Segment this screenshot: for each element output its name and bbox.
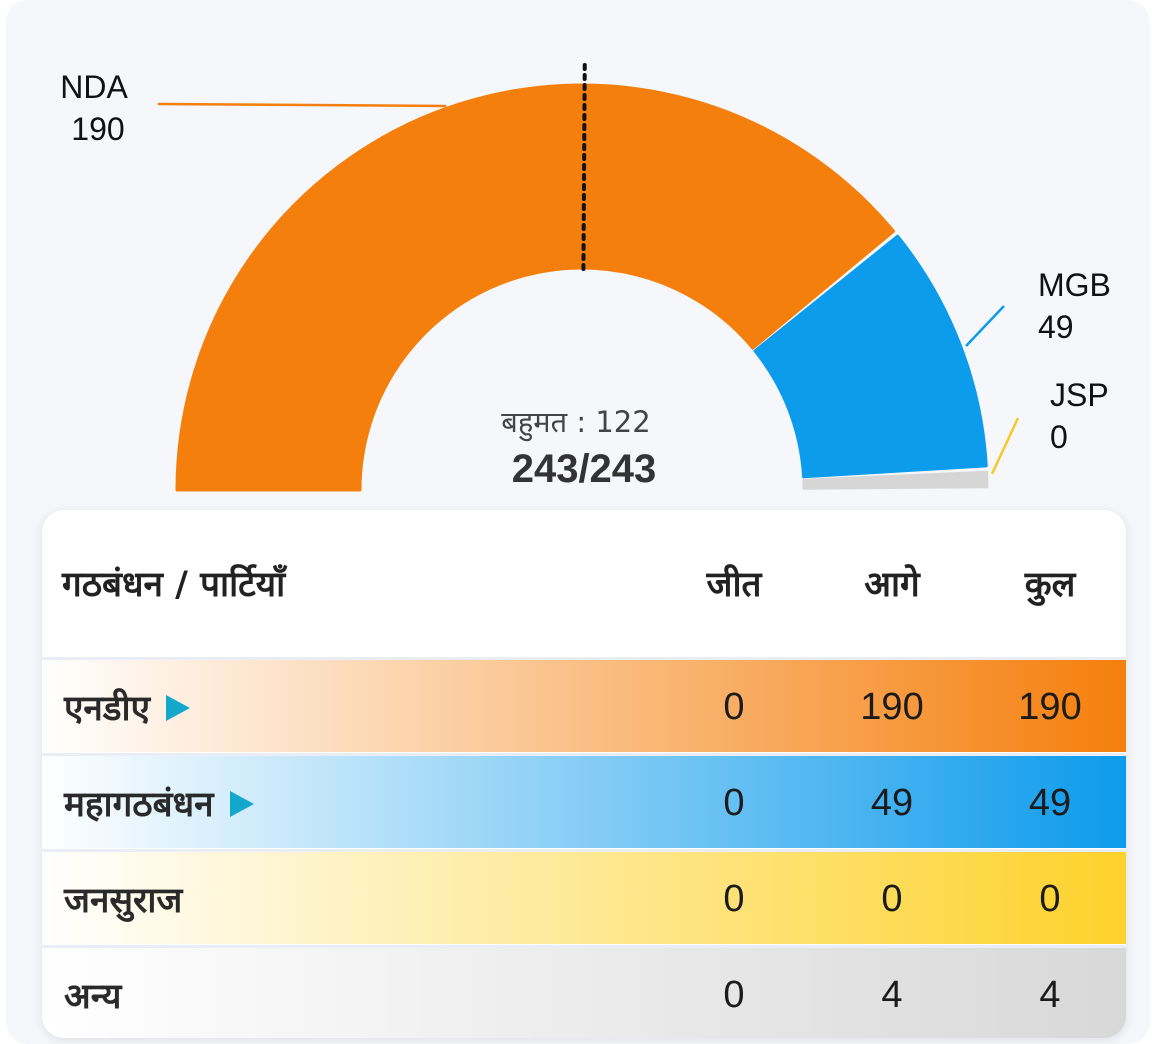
cell-won: 0 xyxy=(723,878,745,920)
cell-won: 0 xyxy=(723,782,745,824)
slice-अन्य xyxy=(802,470,989,490)
cell-total: 49 xyxy=(1028,782,1072,824)
header-won: जीत xyxy=(706,565,762,605)
label-name-jsp: JSP xyxy=(1050,377,1109,413)
label-name-mgb: MGB xyxy=(1038,267,1111,303)
header-alliance: गठबंधन / पार्टियाँ xyxy=(62,565,286,605)
label-value-mgb: 49 xyxy=(1038,309,1074,345)
row-name: जनसुराज xyxy=(64,876,182,923)
total-seats-label: 243/243 xyxy=(512,447,657,491)
table-row-mgb[interactable]: महागठबंधन 0 49 49 xyxy=(42,753,1126,848)
cell-total: 4 xyxy=(1039,974,1061,1016)
label-value-nda: 190 xyxy=(71,111,124,147)
cell-total: 190 xyxy=(1018,686,1082,728)
cell-leading: 4 xyxy=(881,974,903,1016)
majority-marker-line xyxy=(581,63,587,273)
row-name-text: एनडीए xyxy=(64,689,150,729)
table-row-nda[interactable]: एनडीए 0 190 190 xyxy=(42,657,1126,752)
table-row-jansuraj: जनसुराज 0 0 0 xyxy=(42,849,1126,944)
header-total: कुल xyxy=(1024,565,1076,605)
row-name-text: जनसुराज xyxy=(64,881,183,921)
leader-line-jsp xyxy=(990,417,1020,475)
cell-won: 0 xyxy=(723,974,745,1016)
row-name-text: अन्य xyxy=(64,977,122,1017)
label-name-nda: NDA xyxy=(60,69,128,105)
majority-label: बहुमत : 122 xyxy=(501,405,650,442)
cell-won: 0 xyxy=(723,686,745,728)
header-leading: आगे xyxy=(864,565,920,605)
expand-arrow-icon[interactable] xyxy=(165,694,190,721)
row-name: अन्य xyxy=(64,972,121,1019)
cell-leading: 49 xyxy=(870,782,914,824)
table-row-others: अन्य 0 4 4 xyxy=(42,945,1126,1038)
row-name: महागठबंधन xyxy=(64,780,254,827)
cell-leading: 190 xyxy=(860,686,924,728)
alliance-table: गठबंधन / पार्टियाँ जीत आगे कुल एनडीए 0 1… xyxy=(42,510,1126,1038)
label-value-jsp: 0 xyxy=(1050,419,1068,455)
table-header: गठबंधन / पार्टियाँ जीत आगे कुल xyxy=(42,510,1126,655)
seat-share-semi-donut: NDA 190 MGB 49 JSP 0 बहुमत : 122 243/243 xyxy=(60,63,1111,492)
slice-mgb xyxy=(753,234,988,479)
leader-line-nda xyxy=(157,102,447,108)
cell-leading: 0 xyxy=(881,878,903,920)
expand-arrow-icon[interactable] xyxy=(229,790,254,817)
row-name: एनडीए xyxy=(64,684,190,731)
leader-line-mgb xyxy=(965,305,1005,347)
row-name-text: महागठबंधन xyxy=(64,785,214,825)
results-panel: NDA 190 MGB 49 JSP 0 बहुमत : 122 243/243 गठबंधन… xyxy=(6,0,1150,1044)
slice-nda xyxy=(175,83,896,492)
cell-total: 0 xyxy=(1039,878,1061,920)
